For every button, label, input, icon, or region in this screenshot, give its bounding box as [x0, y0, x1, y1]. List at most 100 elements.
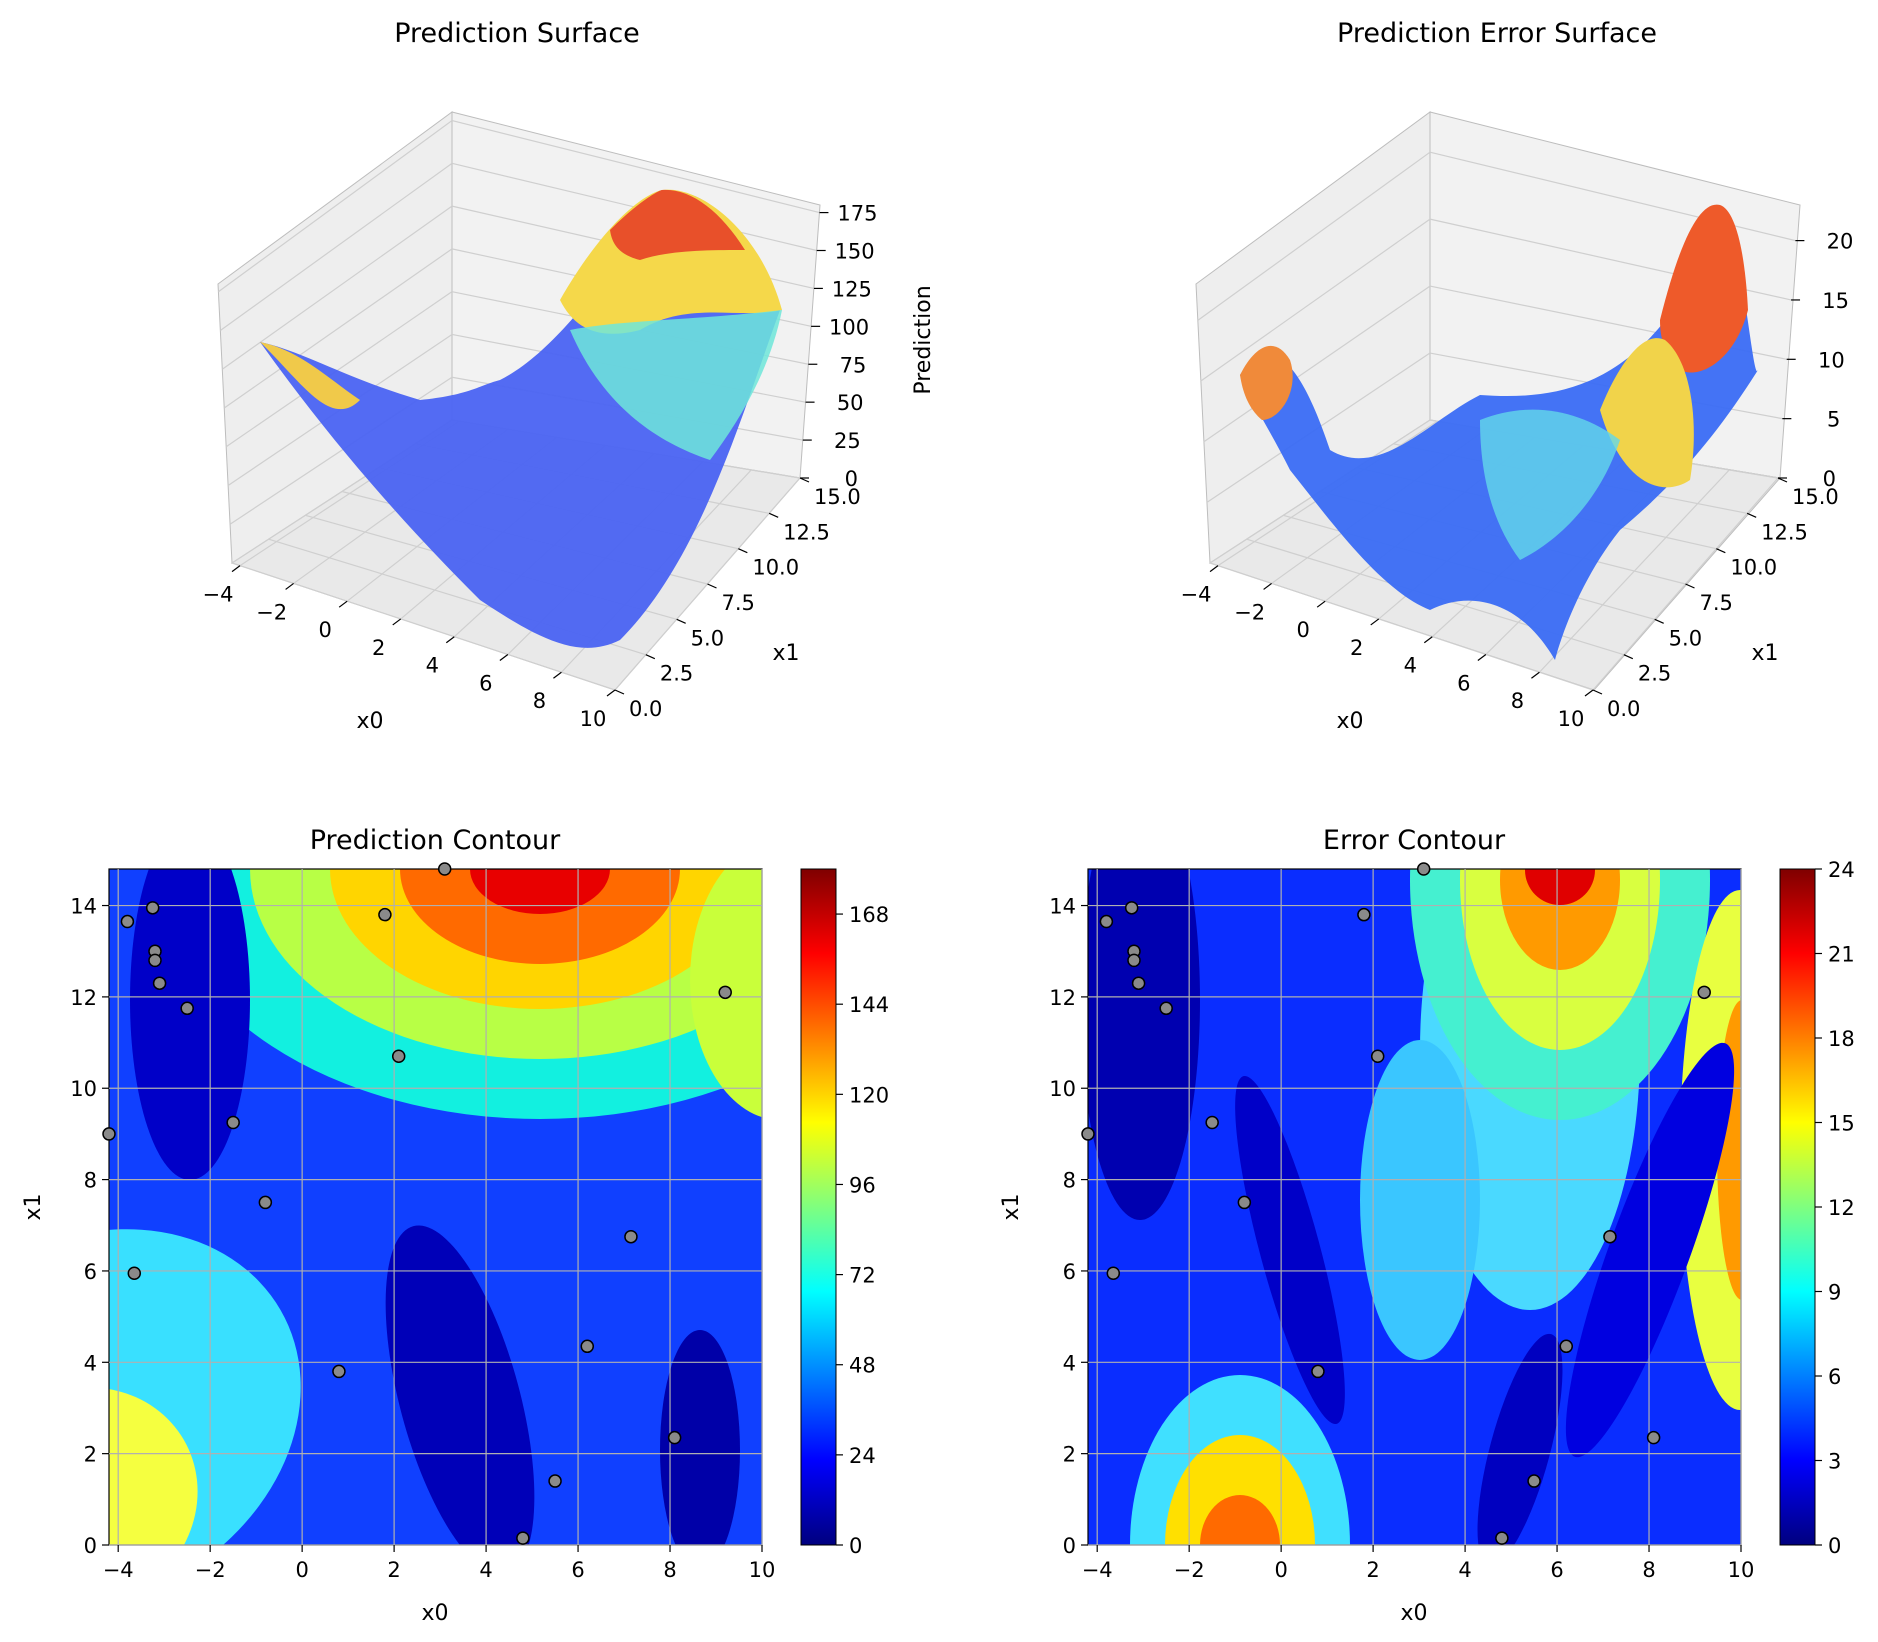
floor-grid-line	[1209, 562, 1594, 691]
x-tick-label: 6	[479, 671, 492, 695]
sample-point	[1159, 1001, 1173, 1016]
x-tick-label: −2	[1174, 1558, 1205, 1582]
y-tick-label: 0	[1063, 1534, 1076, 1558]
x-tick-mark	[1316, 600, 1326, 608]
sample-point	[102, 1127, 116, 1141]
x-tick-label: 0	[318, 618, 331, 642]
z-tick-label: 0	[1823, 467, 1836, 491]
y-tick-label: 6	[84, 1260, 97, 1284]
y-tick-mark	[1777, 477, 1788, 483]
x-tick-label: 10	[1728, 1558, 1755, 1582]
colorbar-ticks: 0 24 48 72 96 120 144 168	[836, 903, 889, 1558]
z-tick-label: 50	[837, 391, 864, 415]
sample-point	[332, 1364, 346, 1379]
colorbar-tick-label: 3	[1828, 1450, 1841, 1474]
colorbar-tick-label: 168	[849, 903, 889, 927]
wall-grid-line	[219, 162, 453, 331]
sample-point	[548, 1474, 562, 1488]
wall-grid-line	[223, 248, 453, 409]
colorbar-tick-label: 18	[1828, 1027, 1855, 1051]
colorbar-tick-label: 0	[849, 1534, 862, 1558]
x-tick-mark	[1423, 636, 1433, 644]
x-tick-mark	[338, 600, 348, 608]
sample-point	[378, 907, 392, 922]
z-tick-label: 15	[1822, 289, 1849, 313]
y-tick-mark	[799, 477, 810, 483]
sample-point	[1527, 1474, 1541, 1488]
x-tick-label: 4	[479, 1558, 492, 1582]
sample-point	[120, 914, 135, 929]
x-tick-label: −2	[1234, 600, 1265, 624]
y-tick-mark	[614, 689, 625, 695]
sample-point	[1495, 1531, 1509, 1545]
x-tick-label: 6	[571, 1558, 584, 1582]
y-tick-label: 10	[70, 1077, 97, 1101]
grid-lines	[109, 869, 763, 1546]
y-axis-label: x1	[999, 1193, 1024, 1220]
sample-point	[1205, 1115, 1219, 1130]
x-tick-mark	[1477, 653, 1487, 661]
z-tick-label: 150	[835, 240, 875, 264]
x-tick-label: −4	[103, 1558, 134, 1582]
y-tick-label: 5.0	[1669, 626, 1702, 650]
x-tick-label: 4	[1404, 654, 1417, 678]
x-tick-label: 8	[663, 1558, 676, 1582]
x-tick-mark	[1209, 565, 1219, 573]
x-axis-label: x0	[1400, 1601, 1427, 1626]
x-tick-label: 10	[580, 707, 607, 731]
y-tick-label: 14	[70, 895, 97, 919]
prediction-surface-panel: Prediction Surface −4 −2 0 2 4 6 8 10 0.0 2.5 5.0 7…	[203, 18, 936, 734]
x-tick-label: 10	[1558, 707, 1585, 731]
y-tick-mark	[1623, 654, 1634, 660]
sample-points	[1081, 862, 1711, 1545]
x-tick-label: −4	[203, 583, 234, 607]
chart-title: Prediction Error Surface	[1337, 18, 1657, 49]
error-peak-mid	[1600, 338, 1694, 488]
colorbar-tick-label: 48	[849, 1354, 876, 1378]
sample-point	[1131, 976, 1146, 990]
y-axis-label: x1	[772, 641, 799, 666]
x-tick-mark	[1263, 582, 1272, 590]
z-tick-label: 5	[1827, 408, 1840, 432]
sample-point	[1106, 1266, 1121, 1280]
y-tick-label: 10.0	[752, 556, 799, 580]
x-tick-mark	[231, 565, 241, 573]
sample-point	[152, 976, 167, 990]
x-tick-label: 6	[1457, 671, 1470, 695]
colorbar-tick-label: 12	[1828, 1196, 1855, 1220]
wall-grid-line	[218, 120, 453, 293]
z-axis-label: Prediction	[911, 285, 936, 394]
y-tick-mark	[768, 512, 779, 518]
y-tick-label: 7.5	[722, 591, 755, 615]
x-tick-mark	[499, 653, 509, 661]
y-tick-label: 15.0	[1792, 485, 1839, 509]
x-tick-label: 10	[749, 1558, 776, 1582]
y-tick-mark	[1592, 689, 1603, 695]
wall-grid-line	[1203, 285, 1431, 443]
x-tick-label: 6	[1550, 1558, 1563, 1582]
sample-point	[1124, 901, 1139, 915]
colorbar-tick-label: 72	[849, 1264, 876, 1288]
x-tick-label: −4	[1082, 1558, 1113, 1582]
sample-point	[1370, 1049, 1385, 1064]
y-tick-label: 0.0	[629, 697, 662, 721]
colorbar-tick-label: 21	[1828, 943, 1855, 967]
x-tick-label: 8	[1511, 689, 1524, 713]
x-tick-label: 2	[387, 1558, 400, 1582]
y-tick-mark	[707, 583, 717, 589]
y-tick-mark	[645, 654, 656, 660]
sample-point	[1603, 1229, 1617, 1244]
chart-title: Prediction Surface	[394, 18, 640, 49]
x-axis-label: x0	[1336, 709, 1363, 734]
y-tick-label: 4	[84, 1351, 97, 1375]
x-tick-label: −2	[256, 600, 287, 624]
y-tick-label: 0	[84, 1534, 97, 1558]
wall-grid-line	[1200, 218, 1431, 382]
x-tick-label: 8	[1642, 1558, 1655, 1582]
sample-point	[180, 1001, 194, 1016]
y-tick-label: 12.5	[1761, 520, 1808, 544]
y-tick-label: 15.0	[814, 485, 861, 509]
